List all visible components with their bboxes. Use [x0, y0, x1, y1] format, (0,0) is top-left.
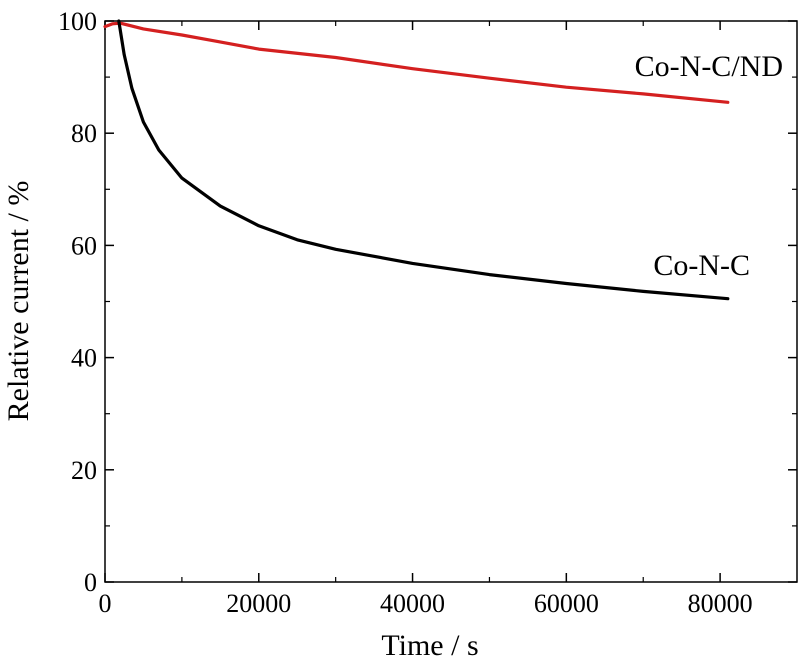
series-layer — [103, 19, 730, 301]
x-tick-label: 80000 — [688, 589, 753, 618]
x-tick-label: 60000 — [534, 589, 599, 618]
plot-frame — [104, 20, 798, 583]
series-label-co-n-c: Co-N-C — [653, 249, 750, 282]
y-tick-label: 40 — [71, 344, 97, 373]
y-tick-label: 20 — [71, 456, 97, 485]
series-line-co-n-c — [117, 19, 730, 301]
y-tick-label: 0 — [84, 568, 97, 597]
x-tick-label: 20000 — [226, 589, 291, 618]
y-axis-title: Relative current / % — [2, 181, 35, 422]
y-tick-label: 80 — [71, 119, 97, 148]
y-tick-label: 100 — [58, 7, 97, 36]
x-tick-label: 40000 — [380, 589, 445, 618]
x-axis-title: Time / s — [381, 629, 478, 662]
y-tick-label: 60 — [71, 231, 97, 260]
x-tick-label: 0 — [99, 589, 112, 618]
y-axis: 0 20 40 60 80 100 — [58, 7, 797, 597]
series-label-co-n-c-nd: Co-N-C/ND — [635, 50, 783, 83]
x-axis: 0 20000 40000 60000 80000 — [99, 21, 753, 618]
